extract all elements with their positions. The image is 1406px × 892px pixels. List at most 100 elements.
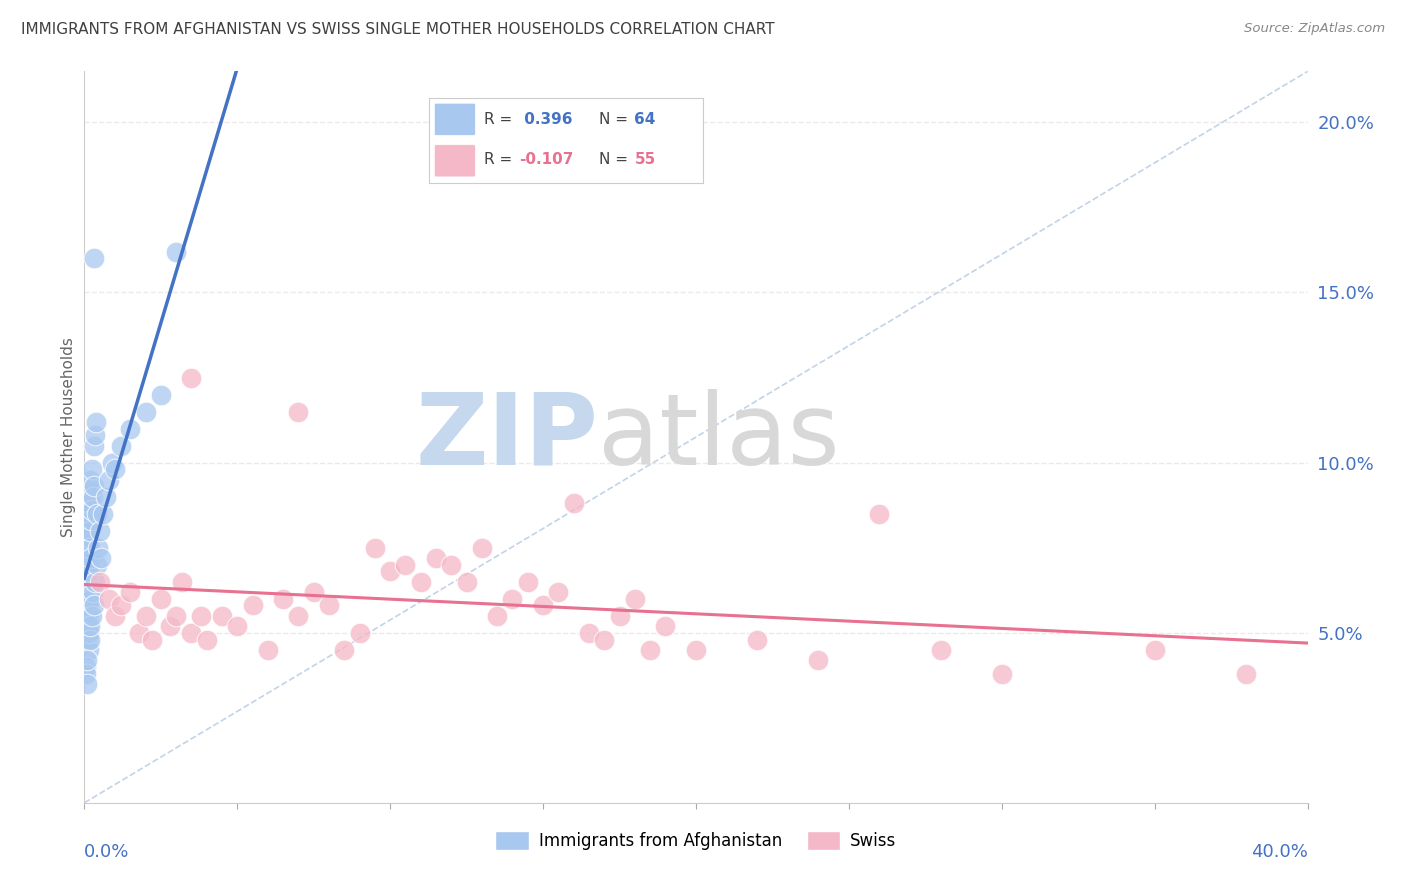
Point: [1143, 642, 1166, 657]
Point: [349, 625, 371, 640]
Point: [531, 599, 554, 613]
Text: Source: ZipAtlas.com: Source: ZipAtlas.com: [1244, 22, 1385, 36]
Point: [190, 608, 212, 623]
Text: N =: N =: [599, 112, 633, 127]
Y-axis label: Single Mother Households: Single Mother Households: [60, 337, 76, 537]
Text: 40.0%: 40.0%: [1251, 843, 1308, 861]
Point: [747, 632, 769, 647]
Point: [929, 642, 952, 657]
Point: [502, 591, 524, 606]
Point: [685, 642, 707, 657]
Point: [172, 574, 194, 589]
Point: [425, 550, 447, 565]
Point: [120, 421, 142, 435]
Point: [991, 666, 1014, 681]
Point: [593, 632, 616, 647]
Point: [83, 252, 105, 266]
Point: [394, 558, 416, 572]
Point: [104, 462, 127, 476]
Text: R =: R =: [484, 112, 517, 127]
Point: [84, 428, 107, 442]
Text: 0.0%: 0.0%: [84, 843, 129, 861]
Point: [287, 404, 309, 418]
Point: [76, 599, 98, 613]
Point: [84, 574, 107, 589]
Text: -0.107: -0.107: [519, 153, 574, 168]
Point: [624, 591, 647, 606]
Point: [318, 599, 340, 613]
Point: [77, 548, 100, 562]
Point: [97, 473, 120, 487]
Text: 64: 64: [634, 112, 655, 127]
Text: 55: 55: [634, 153, 655, 168]
Point: [271, 591, 294, 606]
Point: [76, 585, 98, 599]
Point: [80, 550, 103, 565]
Point: [79, 473, 101, 487]
Point: [195, 632, 218, 647]
Point: [1236, 666, 1258, 681]
Point: [609, 608, 631, 623]
Point: [84, 415, 107, 429]
Point: [141, 632, 163, 647]
Point: [242, 599, 264, 613]
Point: [79, 524, 101, 538]
Point: [638, 642, 661, 657]
Point: [77, 608, 100, 623]
Point: [79, 619, 101, 633]
Point: [869, 507, 891, 521]
Point: [76, 625, 98, 640]
Text: atlas: atlas: [598, 389, 839, 485]
Point: [75, 666, 97, 681]
Point: [135, 404, 157, 418]
Point: [79, 496, 101, 510]
Point: [77, 541, 100, 555]
Point: [76, 591, 98, 606]
Point: [76, 653, 98, 667]
Point: [83, 479, 105, 493]
Point: [83, 599, 105, 613]
Point: [79, 483, 101, 497]
Point: [75, 565, 97, 579]
Point: [89, 574, 111, 589]
Point: [440, 558, 463, 572]
Point: [75, 659, 97, 673]
Point: [77, 516, 100, 531]
Point: [77, 565, 100, 579]
Point: [380, 565, 402, 579]
Point: [104, 608, 127, 623]
Point: [226, 619, 249, 633]
Text: IMMIGRANTS FROM AFGHANISTAN VS SWISS SINGLE MOTHER HOUSEHOLDS CORRELATION CHART: IMMIGRANTS FROM AFGHANISTAN VS SWISS SIN…: [21, 22, 775, 37]
Point: [486, 608, 509, 623]
Point: [128, 625, 150, 640]
Point: [149, 591, 172, 606]
Point: [120, 585, 142, 599]
Point: [76, 531, 98, 545]
Point: [91, 507, 114, 521]
Point: [110, 439, 132, 453]
Point: [86, 507, 108, 521]
Point: [562, 496, 585, 510]
Point: [149, 387, 172, 401]
Point: [302, 585, 325, 599]
Point: [80, 503, 103, 517]
FancyBboxPatch shape: [434, 145, 475, 177]
Point: [76, 677, 98, 691]
Point: [77, 632, 100, 647]
Point: [110, 599, 132, 613]
Text: N =: N =: [599, 153, 633, 168]
Point: [578, 625, 600, 640]
Point: [97, 591, 120, 606]
Point: [547, 585, 569, 599]
Point: [76, 524, 98, 538]
Point: [79, 632, 101, 647]
Point: [77, 642, 100, 657]
Point: [76, 574, 98, 589]
Point: [211, 608, 233, 623]
Point: [89, 524, 111, 538]
Point: [80, 591, 103, 606]
Point: [257, 642, 280, 657]
Point: [76, 558, 98, 572]
Point: [159, 619, 181, 633]
Point: [77, 619, 100, 633]
